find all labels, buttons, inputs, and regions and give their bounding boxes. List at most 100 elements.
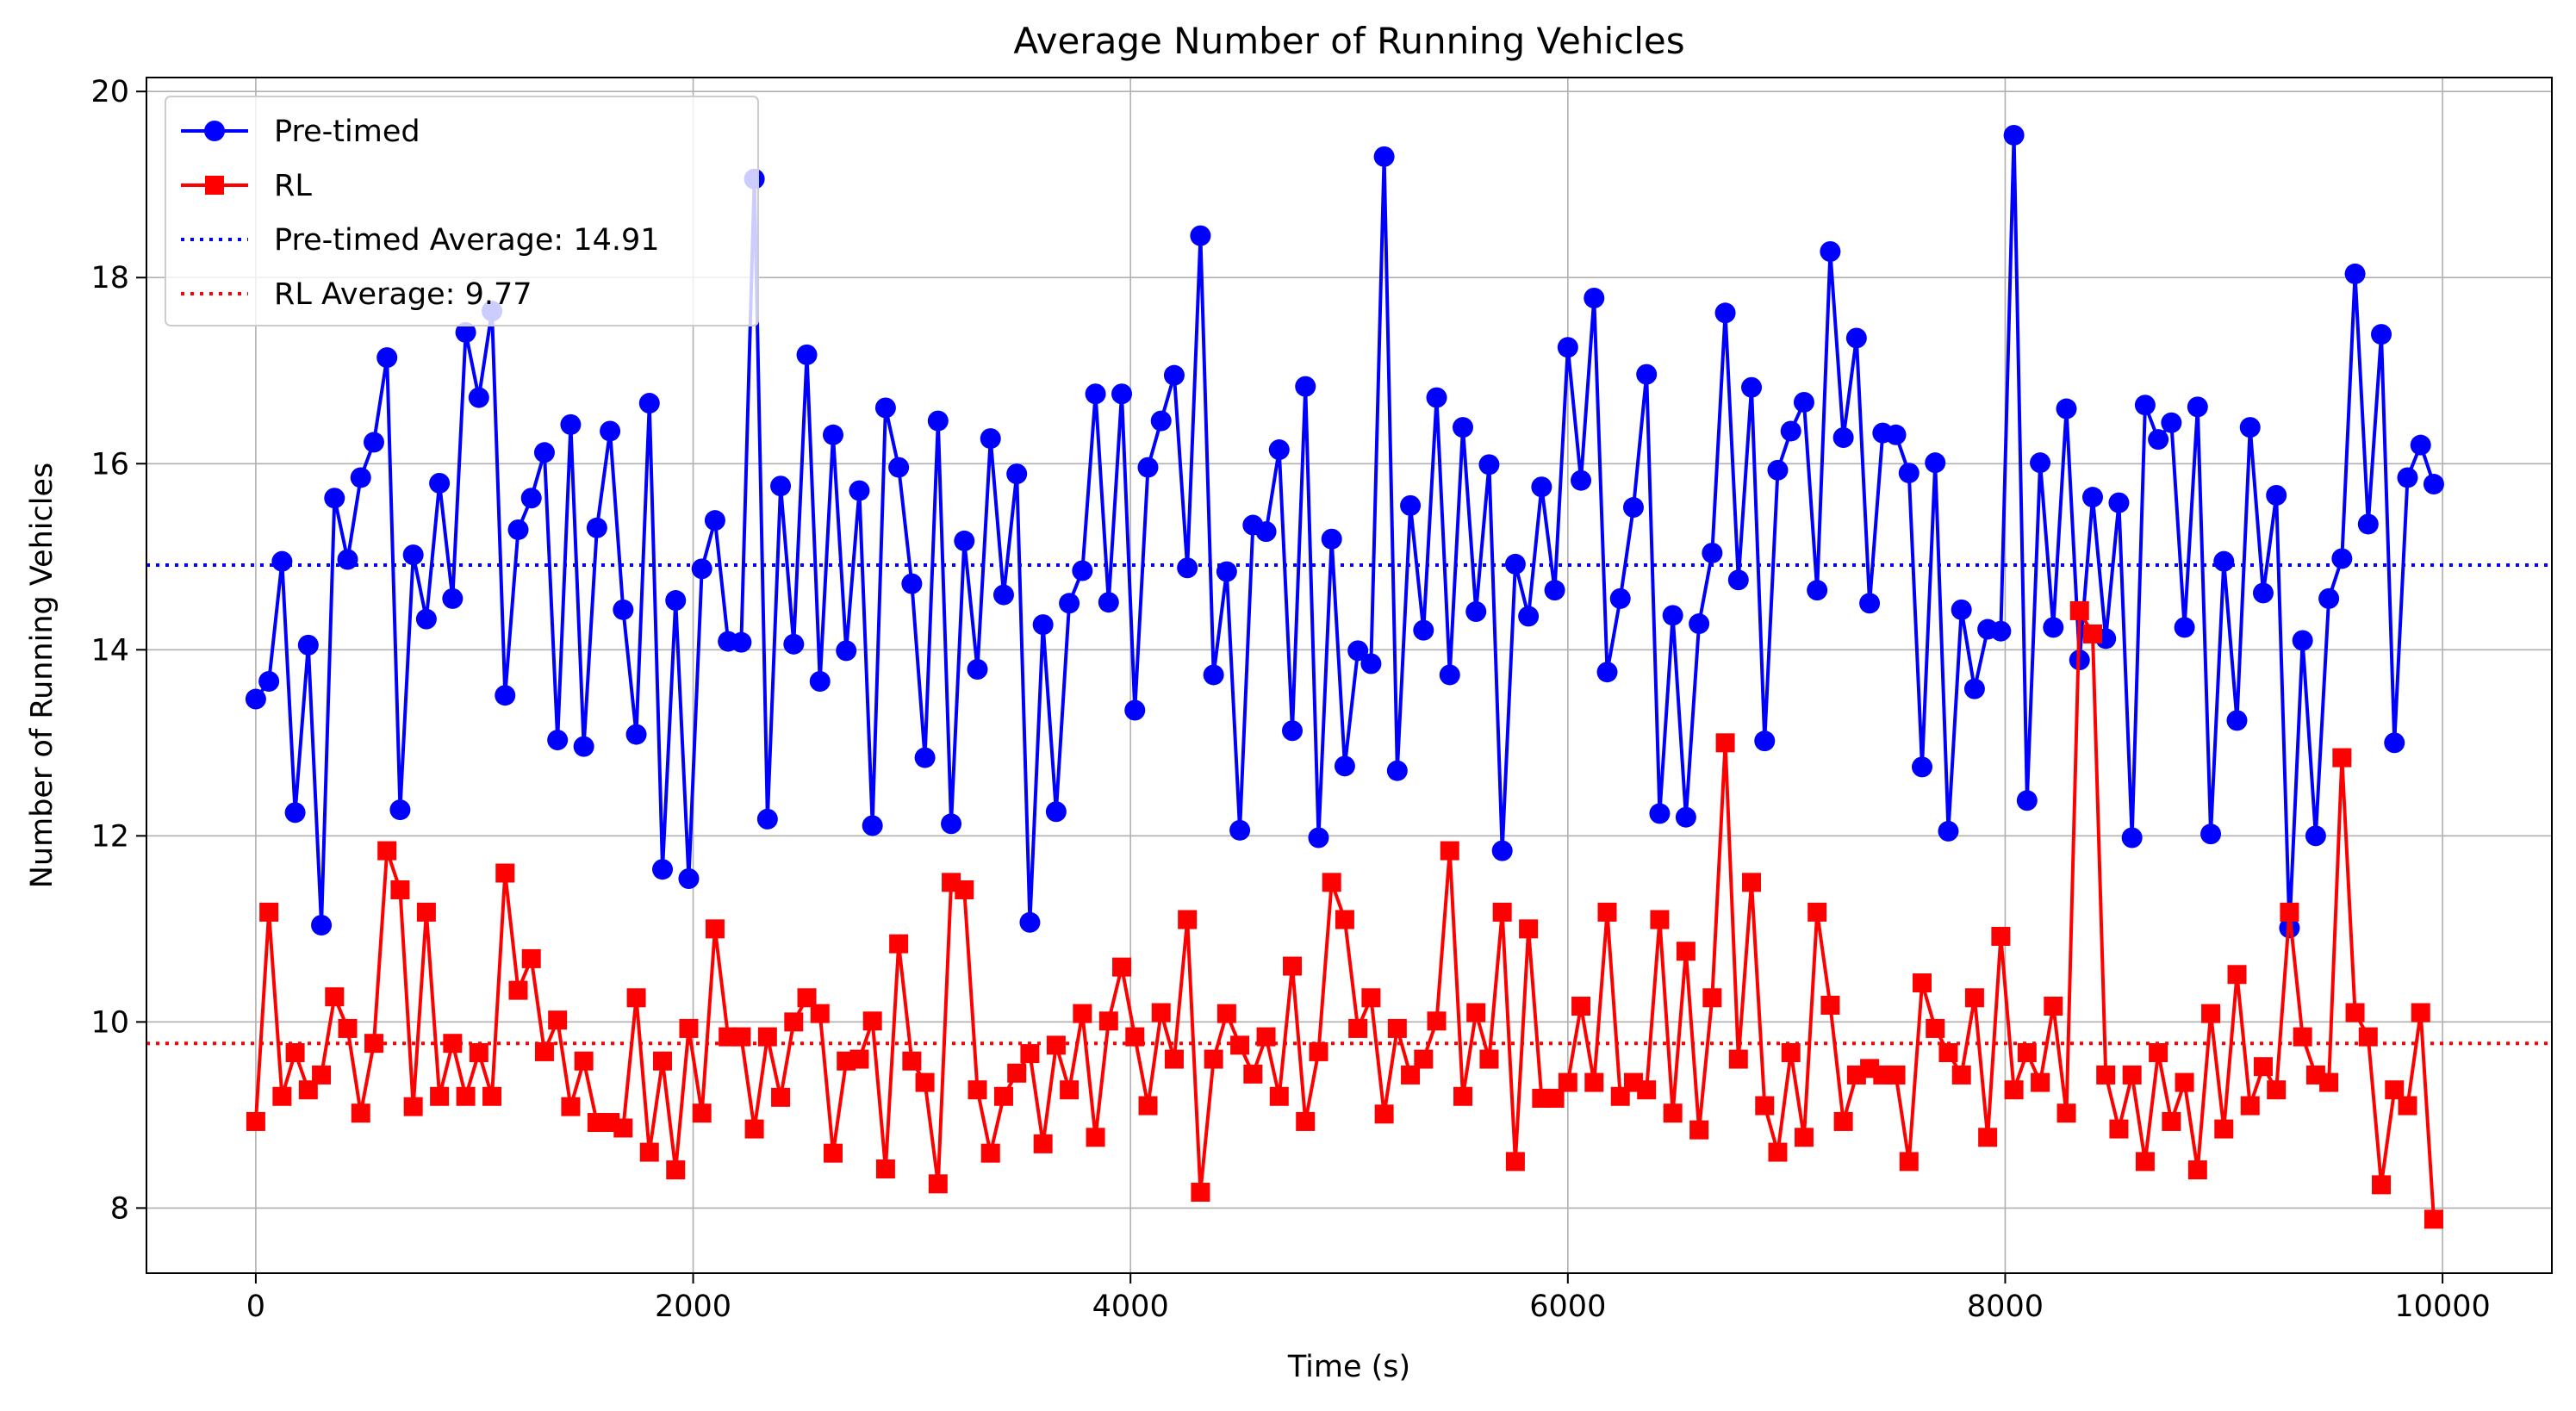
data-point	[1597, 902, 1617, 922]
data-point	[1754, 730, 1776, 752]
data-point	[691, 558, 712, 580]
data-point	[2398, 1096, 2417, 1116]
legend-label: RL Average: 9.77	[274, 277, 532, 312]
data-point	[2135, 1152, 2155, 1172]
data-point	[941, 813, 962, 835]
data-point	[1781, 1043, 1801, 1063]
data-point	[731, 1027, 751, 1047]
data-point	[416, 902, 436, 922]
data-point	[927, 410, 949, 432]
data-point	[1164, 1049, 1184, 1069]
data-point	[534, 1041, 554, 1061]
data-point	[1269, 1086, 1289, 1106]
data-point	[1544, 580, 1565, 601]
data-point	[955, 880, 974, 899]
data-point	[2344, 263, 2366, 284]
data-point	[1033, 1134, 1053, 1153]
data-point	[2424, 1209, 2443, 1229]
data-point	[1216, 1004, 1236, 1023]
data-point	[258, 671, 280, 693]
data-point	[2109, 1119, 2129, 1139]
data-point	[666, 1160, 686, 1180]
data-point	[1478, 454, 1500, 476]
data-point	[272, 1086, 292, 1106]
data-point	[1938, 820, 1959, 842]
data-point	[1596, 662, 1618, 683]
data-point	[2227, 965, 2247, 985]
data-point	[1059, 593, 1080, 614]
data-point	[1558, 1072, 1577, 1092]
data-point	[1951, 1065, 1971, 1085]
data-point	[1177, 557, 1198, 579]
data-point	[1545, 1088, 1565, 1108]
data-point	[2384, 732, 2405, 754]
data-point	[429, 472, 451, 494]
data-point	[1820, 240, 1841, 262]
data-point	[2319, 1072, 2339, 1092]
data-point	[389, 799, 411, 821]
data-point	[968, 1080, 987, 1100]
data-point	[2213, 550, 2235, 572]
data-point	[1178, 910, 1198, 929]
data-point	[403, 1097, 423, 1116]
data-point	[967, 658, 988, 680]
data-point	[2003, 124, 2025, 146]
data-point	[1755, 1096, 1775, 1116]
data-point	[325, 987, 345, 1007]
data-point	[823, 1143, 843, 1163]
data-point	[796, 344, 818, 365]
data-point	[245, 688, 266, 710]
data-point	[1032, 614, 1054, 636]
data-point	[2292, 630, 2313, 651]
data-point	[507, 519, 529, 540]
x-tick-label: 2000	[655, 1290, 731, 1324]
data-point	[1832, 427, 1854, 449]
data-point	[2293, 1027, 2312, 1047]
data-point	[1491, 840, 1513, 861]
y-tick-label: 16	[90, 447, 129, 482]
data-point	[363, 432, 384, 453]
data-point	[2016, 790, 2038, 811]
data-point	[2385, 1080, 2405, 1100]
data-point	[1414, 1049, 1434, 1069]
data-point	[1845, 327, 1867, 349]
data-point	[2240, 1096, 2260, 1116]
data-point	[2043, 617, 2064, 638]
data-point	[2266, 484, 2287, 506]
data-point	[757, 1027, 777, 1047]
data-point	[2162, 1111, 2181, 1131]
data-point	[495, 685, 516, 706]
data-point	[914, 747, 936, 768]
data-point	[1282, 720, 1304, 742]
data-point	[1373, 146, 1395, 167]
data-point	[1295, 376, 1316, 397]
data-point	[324, 488, 345, 509]
data-point	[1990, 620, 2012, 642]
data-point	[1885, 424, 1907, 445]
data-point	[2134, 395, 2156, 416]
data-point	[954, 530, 975, 551]
data-point	[1650, 910, 1670, 929]
data-point	[1098, 1011, 1118, 1031]
data-point	[1925, 452, 1946, 474]
data-point	[874, 397, 896, 419]
data-point	[430, 1086, 450, 1106]
data-point	[2081, 487, 2103, 508]
data-point	[297, 634, 319, 656]
data-point	[548, 1010, 568, 1030]
data-point	[1151, 1003, 1171, 1023]
data-point	[1453, 1086, 1472, 1106]
data-point	[653, 1051, 673, 1071]
data-point	[1465, 601, 1487, 623]
data-point	[928, 1174, 948, 1194]
chart-title: Average Number of Running Vehicles	[1013, 20, 1684, 62]
x-tick-label: 10000	[2394, 1290, 2490, 1324]
data-point	[980, 1143, 1000, 1163]
data-point	[1728, 1049, 1748, 1069]
data-point	[1335, 910, 1354, 929]
data-point	[508, 980, 528, 1000]
data-point	[1662, 605, 1683, 626]
data-point	[1963, 678, 1985, 699]
data-point	[756, 808, 778, 830]
